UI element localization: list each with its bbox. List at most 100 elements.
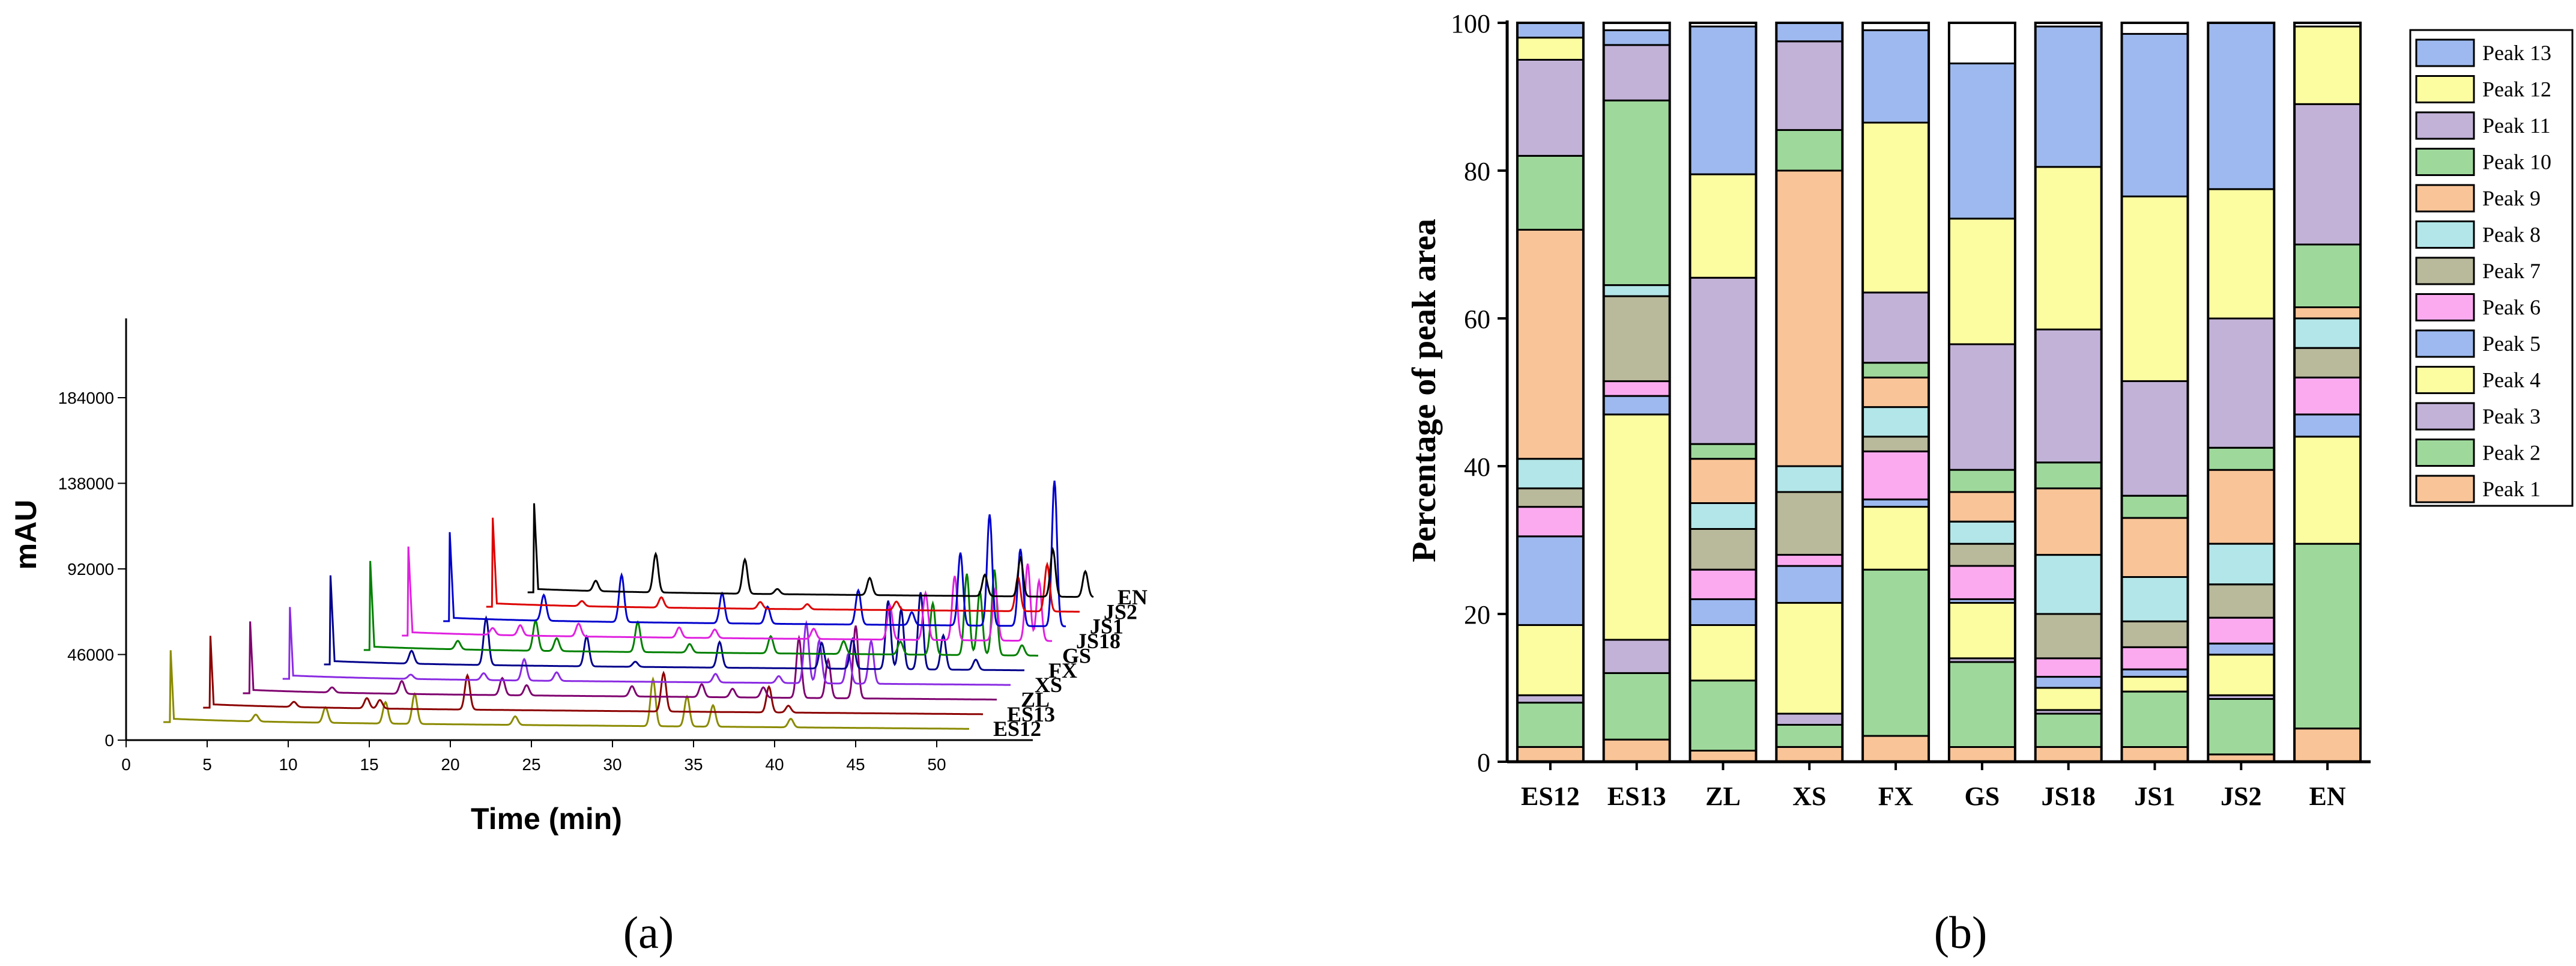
- bar-segment-xs-peak-4: [1775, 602, 1843, 715]
- legend-label-peak-6: Peak 6: [2482, 296, 2541, 320]
- panel-a-x-tick-label: 25: [522, 755, 540, 774]
- bar-segment-es13-peak-3: [1603, 639, 1671, 674]
- bar-segment-xs-peak-10: [1775, 129, 1843, 172]
- panel-a-x-tick-label: 10: [279, 755, 297, 774]
- legend-swatch-peak-12: [2415, 75, 2475, 103]
- bar-segment-es13-peak-4: [1603, 413, 1671, 641]
- bar-segment-js18-peak-4: [2034, 687, 2103, 711]
- legend-swatch-peak-2: [2415, 439, 2475, 467]
- bar-segment-gs-peak-12: [1948, 217, 2016, 345]
- legend-swatch-peak-11: [2415, 111, 2475, 140]
- legend-swatch-peak-9: [2415, 184, 2475, 213]
- category-label-zl: ZL: [1705, 782, 1741, 811]
- legend-label-peak-1: Peak 1: [2482, 477, 2541, 501]
- bar-segment-gs-peak-7: [1948, 542, 2016, 567]
- trace-label-zl: ZL: [1021, 688, 1050, 712]
- panel-a-x-tick-label: 15: [360, 755, 378, 774]
- bar-segment-js18-peak-12: [2034, 166, 2103, 330]
- bar-segment-js2-peak-4: [2207, 654, 2275, 696]
- bar-segment-fx-peak-6: [1861, 450, 1930, 500]
- panel-b-category-labels: ES12 ES13 ZL XS FX GS JS18 JS1 JS2 EN: [1521, 762, 2346, 811]
- bar-segment-es12-peak-8: [1516, 458, 1585, 490]
- bar-segment-gs-peak-2: [1948, 661, 2016, 748]
- bar-segment-gs-peak-11: [1948, 343, 2016, 471]
- legend-swatch-peak-7: [2415, 257, 2475, 285]
- bar-segment-fx-peak-1: [1861, 735, 1930, 763]
- bar-segment-es12-peak-2: [1516, 702, 1585, 748]
- bar-segment-js2-peak-12: [2207, 188, 2275, 320]
- bar-segment-es12-peak-5: [1516, 535, 1585, 626]
- bar-segment-js18-peak-10: [2034, 461, 2103, 490]
- bar-segment-en-peak-9: [2293, 306, 2362, 320]
- trace-label-es12: ES12: [993, 717, 1041, 741]
- category-label-es12: ES12: [1521, 782, 1580, 811]
- legend-swatch-peak-8: [2415, 220, 2475, 249]
- bar-segment-zl-peak-10: [1689, 443, 1757, 460]
- bar-segment-js1-peak-1: [2121, 746, 2189, 763]
- legend-label-peak-10: Peak 10: [2482, 150, 2551, 174]
- panel-a-x-tick-label: 35: [684, 755, 703, 774]
- category-label-gs: GS: [1965, 782, 2000, 811]
- bar-segment-zl-peak-8: [1689, 502, 1757, 530]
- trace-label-fx: FX: [1048, 658, 1077, 682]
- bar-segment-es12-peak-9: [1516, 228, 1585, 460]
- bar-segment-gs-peak-1: [1948, 746, 2016, 763]
- bar-segment-zl-peak-6: [1689, 568, 1757, 600]
- bar-segment-en-peak-10: [2293, 243, 2362, 308]
- bar-segment-js1-peak-6: [2121, 646, 2189, 670]
- bar-segment-js18-peak-7: [2034, 613, 2103, 660]
- bar-segment-es12-peak-3: [1516, 694, 1585, 704]
- bar-segment-es13-peak-11: [1603, 44, 1671, 102]
- bar-segment-js2-peak-6: [2207, 616, 2275, 645]
- bar-segment-fx-peak-5: [1861, 498, 1930, 508]
- bar-segment-js18-peak-2: [2034, 712, 2103, 748]
- legend-label-peak-5: Peak 5: [2482, 332, 2541, 356]
- trace-zl: [243, 621, 997, 700]
- bar-segment-js18-peak-5: [2034, 676, 2103, 689]
- panel-a-y-tick-label: 92000: [67, 560, 114, 579]
- legend-label-peak-13: Peak 13: [2482, 41, 2551, 65]
- panel-a-y-tick-label: 0: [104, 731, 114, 750]
- panel-a-x-tick-label: 40: [765, 755, 784, 774]
- bar-segment-js1-peak-11: [2121, 380, 2189, 497]
- bar-segment-js2-peak-13: [2207, 22, 2275, 190]
- panel-a-traces: [163, 481, 1094, 730]
- panel-a-y-tick-label: 46000: [67, 646, 114, 664]
- legend-label-peak-7: Peak 7: [2482, 259, 2541, 283]
- legend-swatch-peak-4: [2415, 366, 2475, 394]
- bar-segment-js18-peak-6: [2034, 657, 2103, 678]
- legend-swatch-peak-6: [2415, 293, 2475, 321]
- bar-segment-js18-peak-8: [2034, 554, 2103, 615]
- bar-segment-es12-peak-6: [1516, 506, 1585, 538]
- trace-js1: [443, 481, 1066, 628]
- bar-segment-fx-peak-13: [1861, 29, 1930, 124]
- bar-segment-js2-peak-9: [2207, 469, 2275, 545]
- bar-segment-en-peak-7: [2293, 347, 2362, 378]
- bar-segment-gs-peak-8: [1948, 520, 2016, 545]
- bar-segment-js2-peak-11: [2207, 317, 2275, 449]
- panel-b-y-tick-label: 20: [1464, 600, 1490, 630]
- trace-label-gs: GS: [1062, 643, 1091, 667]
- bar-segment-fx-peak-12: [1861, 121, 1930, 294]
- trace-es12: [163, 650, 969, 730]
- bar-segment-fx-peak-9: [1861, 376, 1930, 409]
- panel-b-caption: (b): [1934, 908, 1988, 958]
- bar-segment-js2-peak-10: [2207, 446, 2275, 471]
- legend-label-peak-9: Peak 9: [2482, 186, 2541, 210]
- category-label-js1: JS1: [2134, 782, 2175, 811]
- panel-a-x-tick-label: 20: [441, 755, 459, 774]
- bar-segment-js2-peak-8: [2207, 542, 2275, 586]
- bar-segment-xs-peak-5: [1775, 565, 1843, 604]
- trace-label-es13: ES13: [1007, 702, 1055, 726]
- trace-label-js2: JS2: [1104, 600, 1137, 624]
- category-label-js18: JS18: [2041, 782, 2095, 811]
- trace-es13: [203, 636, 983, 715]
- bar-segment-xs-peak-6: [1775, 554, 1843, 567]
- bar-segment-en-peak-4: [2293, 436, 2362, 545]
- panel-a-y-tick-label: 138000: [58, 475, 114, 493]
- panel-a-y-ticks: 0 46000 92000 138000 184000: [58, 389, 126, 750]
- bar-segment-xs-peak-7: [1775, 491, 1843, 556]
- bar-segment-es13-peak-2: [1603, 672, 1671, 741]
- bar-segment-xs-peak-8: [1775, 465, 1843, 493]
